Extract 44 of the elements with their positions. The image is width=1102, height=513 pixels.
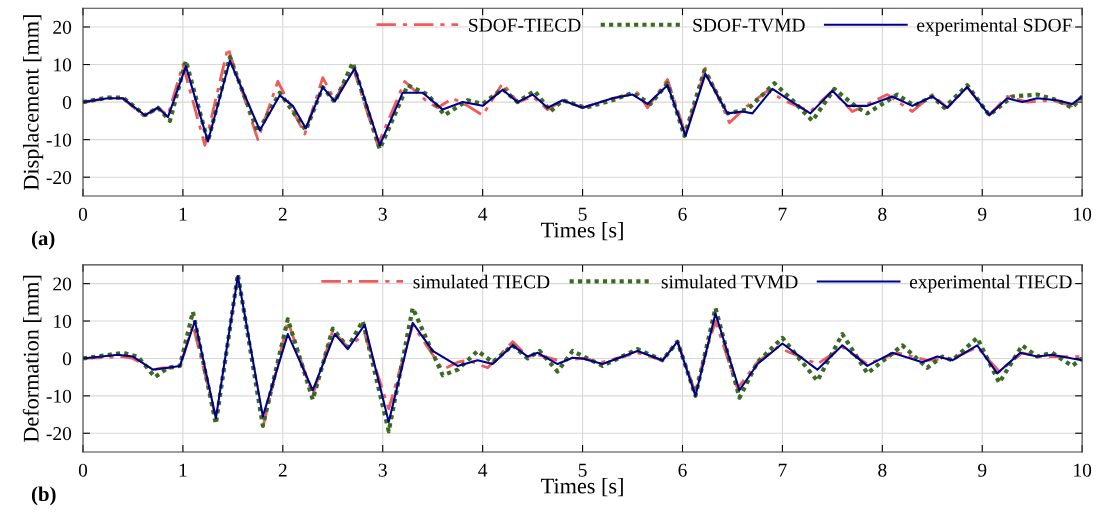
x-tick-label: 1 [179, 207, 187, 221]
x-tick-label: 7 [778, 463, 787, 477]
y-tick-label: 10 [54, 58, 72, 72]
x-tick-label: 9 [978, 207, 987, 221]
x-tick-label: 5 [578, 463, 587, 477]
legend-label: experimental SDOF [917, 18, 1072, 36]
legend-label: SDOF-TIECD [469, 18, 581, 32]
x-axis-title: Times [s] [541, 477, 623, 497]
y-tick-label: -10 [46, 133, 72, 147]
x-tick-label: 10 [1074, 463, 1092, 477]
x-tick-label: 6 [678, 463, 687, 477]
x-tick-label: 1 [179, 463, 187, 477]
x-tick-label: 5 [578, 207, 587, 221]
x-tick-label: 3 [378, 207, 387, 221]
y-tick-label: 20 [53, 277, 72, 291]
y-tick-label: 10 [54, 314, 72, 328]
x-tick-label: 6 [678, 207, 687, 221]
x-tick-label: 8 [878, 463, 887, 477]
x-tick-label: 0 [78, 463, 88, 477]
x-tick-label: 2 [278, 463, 287, 477]
y-axis-title: Displacement [mm] [23, 15, 44, 190]
y-tick-label: -20 [46, 171, 72, 185]
x-tick-label: 0 [78, 207, 88, 221]
x-axis-title: Times [s] [541, 221, 623, 241]
x-tick-label: 2 [278, 207, 287, 221]
y-axis-title: Deformation [mm] [22, 275, 42, 443]
y-tick-label: 20 [53, 20, 72, 34]
x-tick-label: 9 [978, 463, 987, 477]
y-tick-label: 0 [62, 95, 72, 110]
x-tick-label: 7 [778, 207, 787, 221]
text: SDOF-TVMD [693, 18, 805, 32]
legend-label: simulated TVMD [661, 274, 798, 289]
x-tick-label: 10 [1074, 207, 1092, 221]
y-tick-label: -20 [46, 427, 72, 441]
legend-label: experimental TIECD [909, 274, 1072, 293]
y-tick-label: -10 [46, 389, 72, 403]
text: (a) [31, 230, 55, 250]
y-tick-label: 0 [62, 352, 72, 366]
x-tick-label: 8 [878, 207, 887, 221]
x-tick-label: 3 [378, 463, 387, 477]
x-tick-label: 4 [478, 463, 488, 477]
text: (b) [31, 486, 56, 506]
legend-label: simulated TIECD [413, 274, 550, 289]
x-tick-label: 4 [478, 207, 488, 221]
